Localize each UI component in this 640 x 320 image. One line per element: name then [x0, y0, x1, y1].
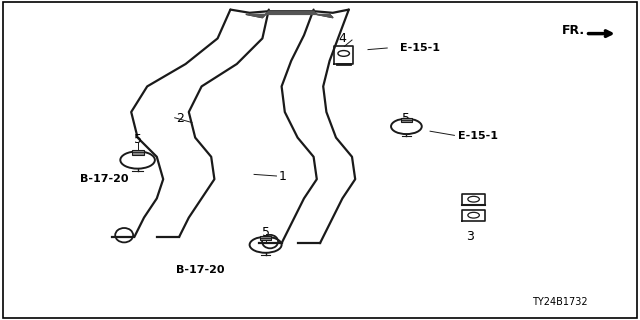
Text: 2: 2	[176, 112, 184, 125]
Text: 5: 5	[134, 133, 141, 146]
Bar	[132, 150, 143, 155]
Text: E-15-1: E-15-1	[458, 131, 498, 141]
Text: B-17-20: B-17-20	[176, 265, 225, 276]
Text: 3: 3	[467, 230, 474, 243]
Text: TY24B1732: TY24B1732	[532, 297, 588, 308]
Bar	[401, 117, 412, 122]
Text: B-17-20: B-17-20	[80, 174, 129, 184]
Bar	[260, 236, 271, 240]
Text: 1: 1	[278, 170, 286, 182]
Text: FR.: FR.	[562, 24, 585, 37]
Polygon shape	[246, 11, 333, 18]
Text: 5: 5	[403, 112, 410, 125]
Text: 5: 5	[262, 226, 269, 238]
Text: E-15-1: E-15-1	[400, 43, 440, 53]
Text: 4: 4	[339, 32, 346, 45]
